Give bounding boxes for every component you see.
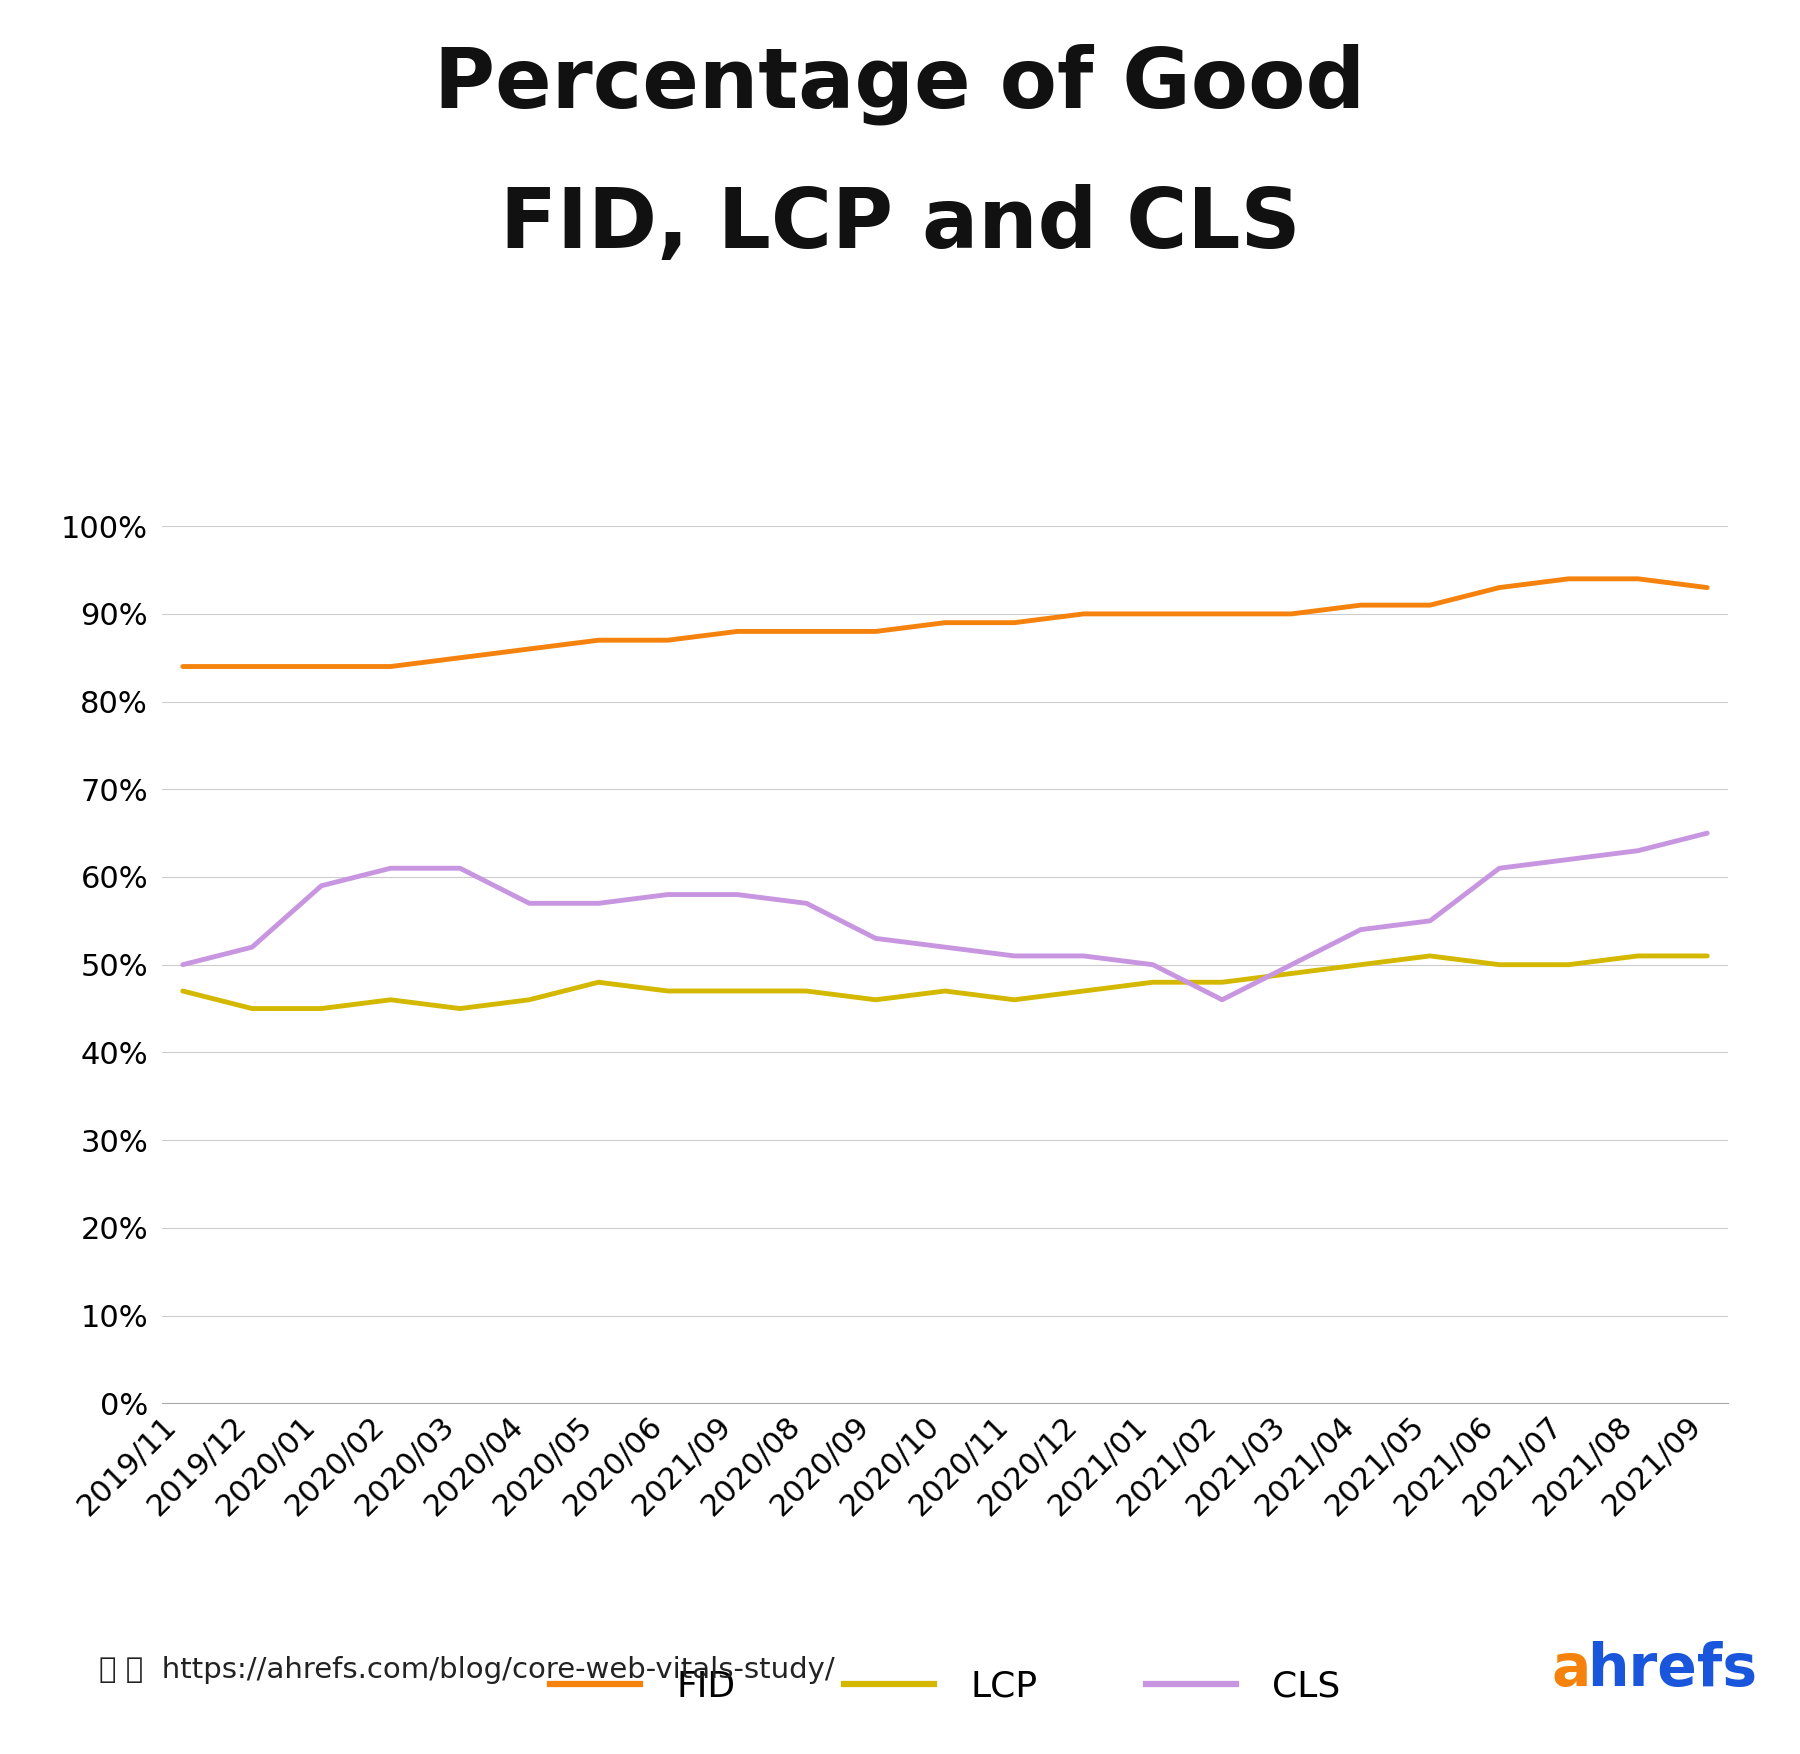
Text: FID, LCP and CLS: FID, LCP and CLS [500,184,1300,265]
Text: hrefs: hrefs [1588,1642,1759,1698]
Text: Percentage of Good: Percentage of Good [434,44,1366,125]
Text: Ⓒ ⓘ  https://ahrefs.com/blog/core-web-vitals-study/: Ⓒ ⓘ https://ahrefs.com/blog/core-web-vit… [99,1656,835,1684]
Text: a: a [1552,1642,1591,1698]
Legend: FID, LCP, CLS: FID, LCP, CLS [535,1656,1355,1719]
